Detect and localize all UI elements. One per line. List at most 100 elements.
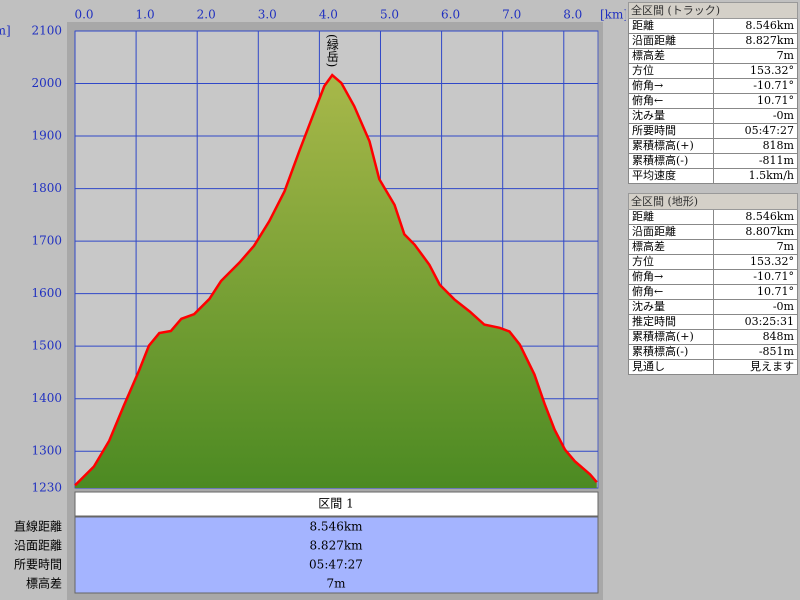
row-label: 俯角← (632, 94, 664, 107)
y-unit: [m] (0, 24, 11, 38)
section-label: 所要時間 (14, 558, 62, 572)
y-tick-label: 1500 (31, 339, 62, 353)
section-header: 区間 1 (318, 497, 353, 511)
row-label: 標高差 (632, 49, 665, 62)
row-value: 03:25:31 (712, 315, 798, 329)
row-value: 05:47:27 (712, 124, 798, 138)
section-value: 05:47:27 (309, 558, 363, 572)
panel-row: 沿面距離 8.807km (628, 225, 798, 240)
row-value: -10.71° (712, 79, 798, 93)
terrain-panel: 全区間 (地形) 距離 8.546km 沿面距離 8.807km 標高差 7m 方位 153.3… (628, 193, 798, 375)
panel-row: 累積標高(-) -811m (628, 154, 798, 169)
panel-row: 推定時間 03:25:31 (628, 315, 798, 330)
panel-row: 沿面距離 8.827km (628, 34, 798, 49)
panel-row: 俯角← 10.71° (628, 285, 798, 300)
panel-row: 見通し 見えます (628, 360, 798, 375)
x-tick-label: 2.0 (197, 8, 216, 22)
row-value: 見えます (712, 360, 798, 374)
elevation-line (74, 73, 598, 487)
y-tick-label: 1900 (31, 129, 62, 143)
row-label: 沿面距離 (632, 225, 676, 238)
row-value: 10.71° (712, 94, 798, 108)
panel-row: 方位 153.32° (628, 255, 798, 270)
x-tick-label: 1.0 (136, 8, 155, 22)
row-label: 距離 (632, 19, 654, 32)
panel-row: 平均速度 1.5km/h (628, 169, 798, 184)
panel-row: 標高差 7m (628, 49, 798, 64)
row-value: -0m (712, 300, 798, 314)
row-value: 8.546km (712, 19, 798, 33)
section-value: 7m (326, 577, 346, 591)
peak-label: (緑岳) (325, 34, 339, 67)
x-tick-label: 4.0 (319, 8, 338, 22)
section-value: 8.546km (309, 520, 363, 534)
row-value: 153.32° (712, 64, 798, 78)
row-value: 818m (712, 139, 798, 153)
row-label: 平均速度 (632, 169, 676, 182)
panel-row: 方位 153.32° (628, 64, 798, 79)
row-value: -10.71° (712, 270, 798, 284)
row-label: 累積標高(+) (632, 139, 694, 152)
row-label: 沿面距離 (632, 34, 676, 47)
x-unit: [km] (600, 8, 626, 22)
row-value: 10.71° (712, 285, 798, 299)
row-label: 俯角→ (632, 270, 664, 283)
panel-row: 沈み量 -0m (628, 109, 798, 124)
row-value: 1.5km/h (712, 169, 798, 183)
y-tick-label: 1800 (31, 181, 62, 195)
row-label: 所要時間 (632, 124, 676, 137)
row-value: 8.827km (712, 34, 798, 48)
section-label: 標高差 (26, 576, 62, 591)
row-label: 距離 (632, 210, 654, 223)
x-tick-label: 7.0 (502, 8, 521, 22)
row-value: -0m (712, 109, 798, 123)
y-tick-label: 1230 (31, 481, 62, 495)
panel-row: 沈み量 -0m (628, 300, 798, 315)
x-tick-label: 0.0 (74, 8, 93, 22)
panel-row: 距離 8.546km (628, 210, 798, 225)
section-values (74, 516, 599, 594)
row-label: 方位 (632, 64, 654, 77)
row-value: -811m (712, 154, 798, 168)
row-label: 俯角→ (632, 79, 664, 92)
row-label: 沈み量 (632, 109, 665, 122)
row-label: 標高差 (632, 240, 665, 253)
panel-title: 全区間 (地形) (628, 193, 798, 210)
row-value: 7m (712, 49, 798, 63)
track-panel: 全区間 (トラック) 距離 8.546km 沿面距離 8.827km 標高差 7m 方位 153… (628, 2, 798, 184)
row-label: 推定時間 (632, 315, 676, 328)
x-tick-label: 8.0 (563, 8, 582, 22)
panel-row: 累積標高(+) 818m (628, 139, 798, 154)
panel-row: 累積標高(+) 848m (628, 330, 798, 345)
row-value: 848m (712, 330, 798, 344)
profile-chart: [km] [m] 区間 1 直線距離 8.546km 沿面距離 8.827km 所要時間… (0, 8, 626, 600)
row-label: 俯角← (632, 285, 664, 298)
row-value: 153.32° (712, 255, 798, 269)
y-tick-label: 2100 (31, 24, 62, 38)
panel-row: 所要時間 05:47:27 (628, 124, 798, 139)
y-tick-label: 1300 (31, 444, 62, 458)
x-tick-label: 6.0 (441, 8, 460, 22)
row-label: 見通し (632, 360, 665, 373)
y-tick-label: 1700 (31, 234, 62, 248)
row-value: 8.546km (712, 210, 798, 224)
row-value: 8.807km (712, 225, 798, 239)
y-tick-label: 1400 (31, 391, 62, 405)
panel-row: 標高差 7m (628, 240, 798, 255)
row-value: 7m (712, 240, 798, 254)
section-label: 沿面距離 (14, 539, 62, 553)
elevation-area (75, 75, 597, 488)
row-value: -851m (712, 345, 798, 359)
panel-row: 俯角→ -10.71° (628, 79, 798, 94)
panel-row: 俯角→ -10.71° (628, 270, 798, 285)
y-tick-label: 2000 (31, 76, 62, 90)
y-tick-label: 1600 (31, 286, 62, 300)
row-label: 累積標高(-) (632, 345, 689, 358)
row-label: 累積標高(+) (632, 330, 694, 343)
panel-title: 全区間 (トラック) (628, 2, 798, 19)
section-label: 直線距離 (14, 519, 62, 534)
x-tick-label: 5.0 (380, 8, 399, 22)
panel-row: 俯角← 10.71° (628, 94, 798, 109)
row-label: 累積標高(-) (632, 154, 689, 167)
